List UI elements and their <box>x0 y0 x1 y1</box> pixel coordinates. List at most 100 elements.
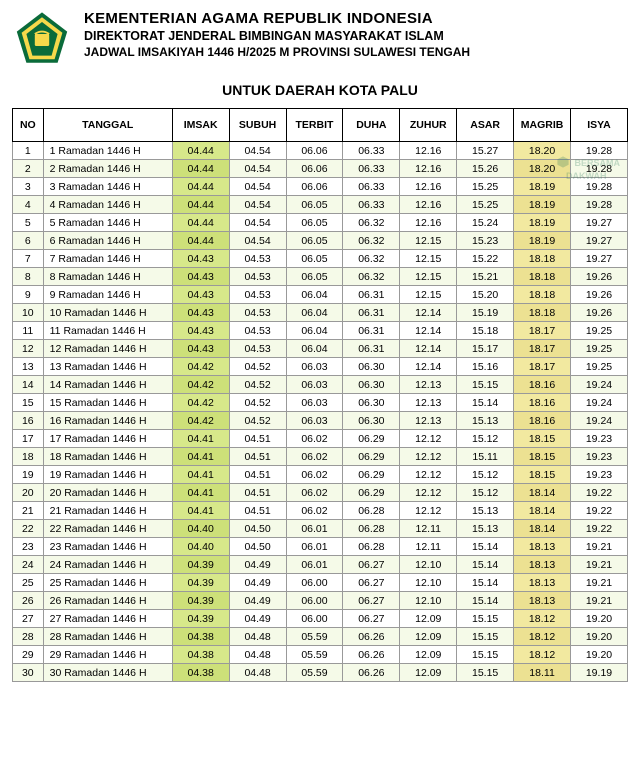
cell-terbit: 06.03 <box>286 394 343 412</box>
cell-terbit: 06.02 <box>286 448 343 466</box>
cell-duha: 06.26 <box>343 664 400 682</box>
table-row: 33 Ramadan 1446 H04.4404.5406.0606.3312.… <box>13 178 628 196</box>
cell-duha: 06.27 <box>343 610 400 628</box>
cell-isya: 19.28 <box>570 196 627 214</box>
cell-imsak: 04.42 <box>172 394 229 412</box>
cell-no: 1 <box>13 142 44 160</box>
cell-terbit: 06.05 <box>286 232 343 250</box>
cell-asar: 15.27 <box>457 142 514 160</box>
cell-imsak: 04.41 <box>172 430 229 448</box>
cell-isya: 19.21 <box>570 538 627 556</box>
cell-asar: 15.21 <box>457 268 514 286</box>
cell-asar: 15.15 <box>457 646 514 664</box>
cell-tanggal: 4 Ramadan 1446 H <box>43 196 172 214</box>
column-header: NO <box>13 109 44 142</box>
cell-magrib: 18.12 <box>514 646 571 664</box>
cell-asar: 15.25 <box>457 178 514 196</box>
cell-zuhur: 12.12 <box>400 466 457 484</box>
cell-zuhur: 12.14 <box>400 322 457 340</box>
cell-no: 13 <box>13 358 44 376</box>
table-row: 2020 Ramadan 1446 H04.4104.5106.0206.291… <box>13 484 628 502</box>
cell-duha: 06.30 <box>343 412 400 430</box>
cell-duha: 06.33 <box>343 196 400 214</box>
cell-magrib: 18.13 <box>514 574 571 592</box>
cell-terbit: 06.06 <box>286 160 343 178</box>
cell-zuhur: 12.15 <box>400 250 457 268</box>
cell-magrib: 18.12 <box>514 610 571 628</box>
cell-magrib: 18.13 <box>514 556 571 574</box>
cell-no: 26 <box>13 592 44 610</box>
column-header: TERBIT <box>286 109 343 142</box>
table-row: 1919 Ramadan 1446 H04.4104.5106.0206.291… <box>13 466 628 484</box>
table-row: 44 Ramadan 1446 H04.4404.5406.0506.3312.… <box>13 196 628 214</box>
cell-duha: 06.29 <box>343 466 400 484</box>
cell-isya: 19.27 <box>570 250 627 268</box>
cell-duha: 06.32 <box>343 214 400 232</box>
cell-asar: 15.15 <box>457 610 514 628</box>
cell-magrib: 18.15 <box>514 430 571 448</box>
cell-duha: 06.30 <box>343 394 400 412</box>
cell-terbit: 06.05 <box>286 268 343 286</box>
table-row: 1313 Ramadan 1446 H04.4204.5206.0306.301… <box>13 358 628 376</box>
cell-zuhur: 12.14 <box>400 304 457 322</box>
cell-duha: 06.29 <box>343 484 400 502</box>
cell-tanggal: 17 Ramadan 1446 H <box>43 430 172 448</box>
cell-isya: 19.21 <box>570 556 627 574</box>
cell-isya: 19.20 <box>570 610 627 628</box>
cell-terbit: 06.01 <box>286 556 343 574</box>
cell-zuhur: 12.15 <box>400 286 457 304</box>
cell-isya: 19.23 <box>570 430 627 448</box>
cell-asar: 15.13 <box>457 502 514 520</box>
cell-tanggal: 21 Ramadan 1446 H <box>43 502 172 520</box>
cell-imsak: 04.41 <box>172 466 229 484</box>
table-body: 11 Ramadan 1446 H04.4404.5406.0606.3312.… <box>13 142 628 682</box>
cell-isya: 19.25 <box>570 358 627 376</box>
cell-duha: 06.28 <box>343 502 400 520</box>
table-row: 3030 Ramadan 1446 H04.3804.4805.5906.261… <box>13 664 628 682</box>
watermark-cube-icon <box>556 155 570 172</box>
cell-no: 14 <box>13 376 44 394</box>
table-row: 2424 Ramadan 1446 H04.3904.4906.0106.271… <box>13 556 628 574</box>
cell-terbit: 06.04 <box>286 304 343 322</box>
cell-imsak: 04.41 <box>172 502 229 520</box>
cell-terbit: 06.04 <box>286 322 343 340</box>
table-row: 1818 Ramadan 1446 H04.4104.5106.0206.291… <box>13 448 628 466</box>
table-row: 1515 Ramadan 1446 H04.4204.5206.0306.301… <box>13 394 628 412</box>
cell-imsak: 04.44 <box>172 142 229 160</box>
cell-tanggal: 3 Ramadan 1446 H <box>43 178 172 196</box>
cell-duha: 06.29 <box>343 430 400 448</box>
cell-subuh: 04.48 <box>229 628 286 646</box>
cell-no: 9 <box>13 286 44 304</box>
cell-isya: 19.20 <box>570 628 627 646</box>
column-header: ZUHUR <box>400 109 457 142</box>
cell-terbit: 06.01 <box>286 538 343 556</box>
cell-magrib: 18.16 <box>514 394 571 412</box>
cell-isya: 19.27 <box>570 214 627 232</box>
column-header: TANGGAL <box>43 109 172 142</box>
cell-duha: 06.28 <box>343 538 400 556</box>
cell-zuhur: 12.14 <box>400 358 457 376</box>
cell-asar: 15.13 <box>457 520 514 538</box>
table-row: 77 Ramadan 1446 H04.4304.5306.0506.3212.… <box>13 250 628 268</box>
cell-asar: 15.15 <box>457 376 514 394</box>
cell-duha: 06.28 <box>343 520 400 538</box>
cell-isya: 19.24 <box>570 412 627 430</box>
cell-terbit: 06.03 <box>286 376 343 394</box>
cell-zuhur: 12.13 <box>400 412 457 430</box>
cell-magrib: 18.19 <box>514 232 571 250</box>
cell-imsak: 04.43 <box>172 322 229 340</box>
cell-isya: 19.22 <box>570 502 627 520</box>
cell-imsak: 04.44 <box>172 160 229 178</box>
cell-terbit: 06.02 <box>286 502 343 520</box>
cell-isya: 19.19 <box>570 664 627 682</box>
table-header: NOTANGGALIMSAKSUBUHTERBITDUHAZUHURASARMA… <box>13 109 628 142</box>
cell-zuhur: 12.13 <box>400 394 457 412</box>
cell-terbit: 05.59 <box>286 646 343 664</box>
cell-asar: 15.14 <box>457 592 514 610</box>
table-row: 11 Ramadan 1446 H04.4404.5406.0606.3312.… <box>13 142 628 160</box>
column-header: ISYA <box>570 109 627 142</box>
cell-subuh: 04.48 <box>229 664 286 682</box>
cell-zuhur: 12.16 <box>400 214 457 232</box>
cell-subuh: 04.53 <box>229 286 286 304</box>
table-row: 88 Ramadan 1446 H04.4304.5306.0506.3212.… <box>13 268 628 286</box>
